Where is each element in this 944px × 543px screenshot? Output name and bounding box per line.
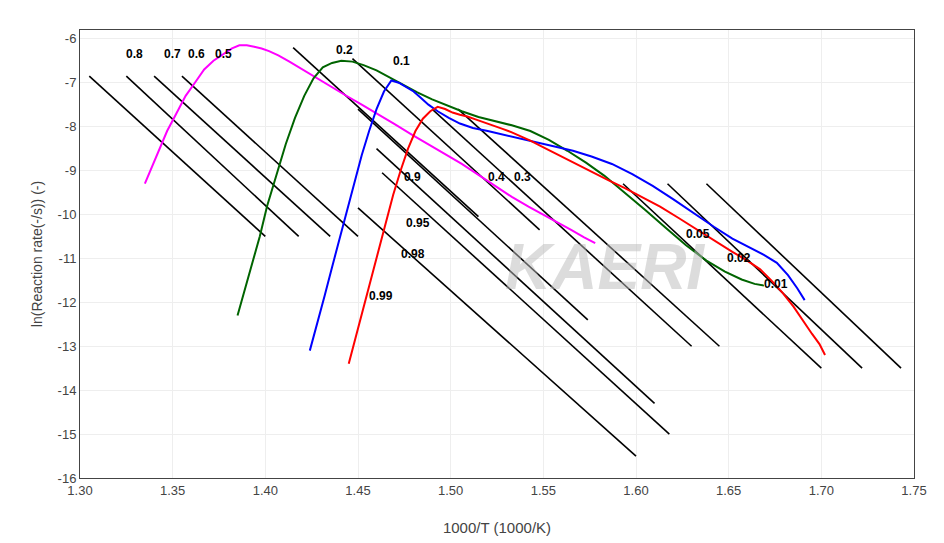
svg-text:-9: -9 — [65, 163, 77, 178]
svg-text:1.35: 1.35 — [160, 483, 185, 498]
svg-text:1.55: 1.55 — [531, 483, 556, 498]
svg-text:-15: -15 — [58, 427, 77, 442]
svg-text:0.01: 0.01 — [764, 277, 788, 291]
svg-text:0.9: 0.9 — [404, 170, 421, 184]
svg-text:1.50: 1.50 — [438, 483, 463, 498]
svg-text:0.98: 0.98 — [401, 247, 425, 261]
svg-text:0.6: 0.6 — [188, 47, 205, 61]
svg-text:0.05: 0.05 — [686, 227, 710, 241]
svg-text:-7: -7 — [65, 75, 77, 90]
svg-text:1.45: 1.45 — [345, 483, 370, 498]
svg-text:0.02: 0.02 — [727, 251, 751, 265]
svg-text:0.2: 0.2 — [336, 43, 353, 57]
svg-text:0.8: 0.8 — [126, 47, 143, 61]
svg-text:KAERI: KAERI — [505, 231, 705, 303]
svg-text:-8: -8 — [65, 119, 77, 134]
svg-text:1.75: 1.75 — [901, 483, 926, 498]
svg-text:0.7: 0.7 — [164, 47, 181, 61]
svg-text:-13: -13 — [58, 339, 77, 354]
svg-text:1.60: 1.60 — [623, 483, 648, 498]
svg-text:0.5: 0.5 — [215, 47, 232, 61]
svg-text:1.70: 1.70 — [809, 483, 834, 498]
svg-text:-14: -14 — [58, 383, 77, 398]
svg-text:-10: -10 — [58, 207, 77, 222]
svg-text:0.1: 0.1 — [393, 54, 410, 68]
svg-text:0.99: 0.99 — [369, 289, 393, 303]
svg-text:0.3: 0.3 — [514, 170, 531, 184]
svg-text:1.40: 1.40 — [253, 483, 278, 498]
svg-text:1000/T (1000/K): 1000/T (1000/K) — [443, 519, 551, 536]
svg-text:-16: -16 — [58, 471, 77, 486]
svg-text:-12: -12 — [58, 295, 77, 310]
svg-text:1.65: 1.65 — [716, 483, 741, 498]
svg-text:-11: -11 — [59, 251, 77, 266]
svg-text:0.4: 0.4 — [488, 170, 505, 184]
svg-text:ln(Reaction rate(-/s)) (-): ln(Reaction rate(-/s)) (-) — [29, 181, 45, 327]
svg-text:0.95: 0.95 — [406, 216, 430, 230]
svg-text:1.30: 1.30 — [67, 483, 92, 498]
svg-text:-6: -6 — [65, 31, 77, 46]
